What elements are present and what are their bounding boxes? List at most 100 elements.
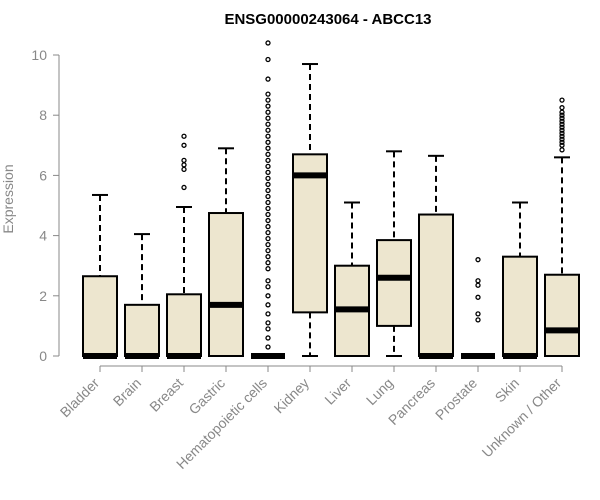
y-tick-label: 8 — [39, 107, 47, 123]
box-group — [124, 233, 160, 359]
outlier-point — [265, 217, 271, 224]
x-tick-label: Bladder — [57, 375, 103, 421]
x-tick-label: Liver — [321, 375, 354, 408]
box-group — [166, 133, 202, 359]
outlier-point — [265, 293, 271, 299]
outlier-point — [559, 139, 565, 145]
outlier-point — [265, 139, 271, 145]
outlier-point — [265, 97, 271, 103]
y-axis-label: Expression — [0, 164, 16, 233]
outlier-point — [265, 229, 271, 236]
box-group — [461, 257, 495, 359]
outlier-point — [559, 105, 565, 111]
box — [502, 255, 538, 358]
box-group — [502, 201, 538, 359]
outlier-point — [559, 124, 565, 130]
outlier-point — [265, 115, 271, 121]
outlier-point — [265, 181, 271, 188]
x-tick-label: Kidney — [271, 375, 313, 417]
chart-title: ENSG00000243064 - ABCC13 — [224, 11, 431, 28]
outlier-point — [265, 223, 271, 230]
outlier-point — [559, 142, 565, 148]
outlier-point — [559, 97, 565, 103]
outlier-point — [181, 142, 187, 148]
box-group — [82, 193, 118, 359]
outlier-point — [265, 311, 271, 317]
box-group — [292, 63, 328, 357]
box — [208, 212, 244, 357]
x-tick-label: Brain — [110, 375, 144, 409]
outlier-point — [475, 317, 481, 323]
outlier-point — [265, 199, 271, 206]
outlier-point — [559, 136, 565, 142]
outlier-point — [475, 311, 481, 317]
box — [82, 275, 118, 357]
outlier-point — [265, 56, 271, 63]
x-tick-label: Breast — [146, 375, 186, 415]
box — [376, 239, 412, 327]
y-tick-label: 10 — [31, 47, 47, 63]
outlier-point — [475, 257, 481, 263]
box-group — [251, 40, 285, 359]
outlier-point — [181, 133, 187, 139]
outlier-point — [181, 184, 187, 191]
outlier-point — [265, 151, 271, 157]
y-tick-label: 0 — [39, 348, 47, 364]
outlier-point — [475, 294, 481, 300]
outlier-point — [265, 235, 271, 242]
outlier-point — [559, 118, 565, 124]
outlier-point — [265, 260, 271, 266]
x-tick-label: Lung — [363, 375, 396, 408]
outlier-point — [265, 266, 271, 272]
box-group — [334, 201, 370, 358]
x-tick-label: Unknown / Other — [479, 375, 565, 461]
outlier-point — [265, 326, 271, 332]
outlier-point — [559, 121, 565, 127]
outlier-point — [265, 278, 271, 284]
y-tick-label: 6 — [39, 167, 47, 183]
outlier-point — [475, 282, 481, 288]
outlier-point — [265, 344, 271, 350]
x-tick-label: Pancreas — [385, 375, 438, 428]
outlier-point — [559, 127, 565, 133]
outlier-point — [265, 241, 271, 248]
outlier-point — [181, 166, 187, 173]
box — [544, 273, 580, 358]
outlier-point — [265, 335, 271, 341]
outlier-point — [265, 175, 271, 182]
outlier-point — [559, 130, 565, 136]
box — [166, 293, 202, 358]
outlier-point — [265, 133, 271, 139]
outlier-point — [559, 109, 565, 115]
outlier-point — [265, 76, 271, 82]
outlier-point — [265, 127, 271, 133]
x-tick-label: Skin — [492, 375, 523, 406]
y-tick-label: 2 — [39, 288, 47, 304]
outlier-point — [559, 133, 565, 139]
boxes — [82, 40, 580, 359]
outlier-point — [559, 115, 565, 121]
outlier-point — [265, 121, 271, 127]
y-axis: 0 2 4 6 8 10 — [31, 47, 60, 364]
outlier-point — [265, 284, 271, 290]
outlier-point — [265, 157, 271, 164]
y-tick-label: 4 — [39, 228, 47, 244]
box — [418, 213, 454, 357]
outlier-point — [265, 103, 271, 109]
outlier-point — [265, 254, 271, 260]
box — [292, 153, 328, 314]
box-group — [376, 150, 412, 357]
outlier-point — [181, 157, 187, 164]
box-group — [544, 97, 580, 358]
outlier-point — [265, 145, 271, 151]
outlier-point — [265, 205, 271, 212]
outlier-point — [559, 112, 565, 118]
outlier-point — [265, 109, 271, 115]
box — [124, 303, 160, 357]
box-group — [418, 154, 454, 359]
outlier-point — [265, 169, 271, 176]
outlier-point — [265, 247, 271, 254]
outlier-point — [265, 187, 271, 194]
